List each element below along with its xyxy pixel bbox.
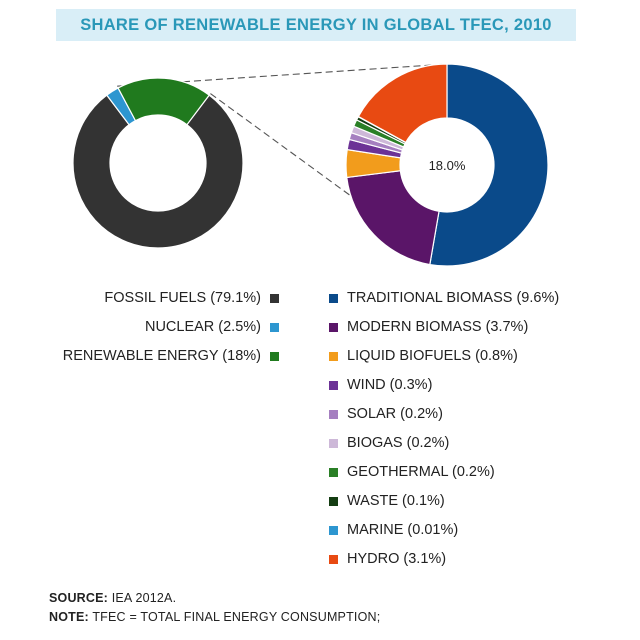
legend-swatch [329, 409, 338, 419]
legend-left: FOSSIL FUELS (79.1%) NUCLEAR (2.5%) RENEWA… [0, 290, 279, 380]
legend-item-waste: WASTE (0.1%) [329, 493, 445, 509]
slice-renewable-energy [117, 77, 211, 126]
legend-item-geothermal: GEOTHERMAL (0.2%) [329, 464, 495, 480]
legend-swatch [329, 525, 338, 535]
legend-swatch [329, 351, 338, 361]
legend-item-hydro: HYDRO (3.1%) [329, 551, 446, 567]
legend-item-traditional-biomass: TRADITIONAL BIOMASS (9.6%) [329, 290, 559, 306]
legend-item-fossil-fuels: FOSSIL FUELS (79.1%) [104, 290, 279, 306]
legend-swatch [270, 322, 279, 332]
legend-item-modern-biomass: MODERN BIOMASS (3.7%) [329, 319, 528, 335]
source-label: SOURCE: [49, 591, 109, 605]
source-note: SOURCE: IEA 2012A. [49, 591, 176, 605]
legend-swatch [329, 322, 338, 332]
legend-label: SOLAR (0.2%) [347, 406, 443, 422]
legend-swatch [329, 496, 338, 506]
legend-swatch [329, 438, 338, 448]
legend-swatch [329, 293, 338, 303]
legend-item-renewable-energy: RENEWABLE ENERGY (18%) [63, 348, 279, 364]
legend-label: MODERN BIOMASS (3.7%) [347, 319, 529, 335]
note-text: TFEC = TOTAL FINAL ENERGY CONSUMPTION; [88, 610, 381, 624]
legend-item-nuclear: NUCLEAR (2.5%) [145, 319, 279, 335]
note: NOTE: TFEC = TOTAL FINAL ENERGY CONSUMPT… [49, 610, 380, 624]
source-text: IEA 2012A. [108, 591, 177, 605]
legend-label: LIQUID BIOFUELS (0.8%) [347, 348, 518, 364]
legend-label: HYDRO (3.1%) [347, 551, 447, 567]
legend-label: BIOGAS (0.2%) [347, 435, 450, 451]
legend-item-marine: MARINE (0.01%) [329, 522, 458, 538]
chart-title-band: SHARE OF RENEWABLE ENERGY IN GLOBAL TFEC… [56, 9, 576, 41]
legend-swatch [329, 467, 338, 477]
note-label: NOTE: [49, 610, 89, 624]
legend-swatch [270, 293, 279, 303]
slice-hydro [357, 63, 448, 144]
legend-label: TRADITIONAL BIOMASS (9.6%) [347, 290, 560, 306]
slice-fossil-fuels [72, 94, 244, 249]
right-donut [345, 63, 549, 267]
legend-item-solar: SOLAR (0.2%) [329, 406, 443, 422]
legend-label: MARINE (0.01%) [347, 522, 459, 538]
center-label: 18.0% [429, 158, 466, 173]
chart-title: SHARE OF RENEWABLE ENERGY IN GLOBAL TFEC… [80, 15, 552, 34]
legend-label: FOSSIL FUELS (79.1%) [104, 290, 261, 306]
legend-right: TRADITIONAL BIOMASS (9.6%) MODERN BIOMASS… [329, 290, 629, 590]
legend-item-wind: WIND (0.3%) [329, 377, 432, 393]
legend-label: NUCLEAR (2.5%) [144, 319, 261, 335]
legend-swatch [329, 554, 338, 564]
left-donut [72, 77, 244, 249]
legend-label: WASTE (0.1%) [347, 493, 445, 509]
legend-label: RENEWABLE ENERGY (18%) [62, 348, 261, 364]
legend-label: GEOTHERMAL (0.2%) [347, 464, 495, 480]
legend-item-liquid-biofuels: LIQUID BIOFUELS (0.8%) [329, 348, 518, 364]
legend-swatch [329, 380, 338, 390]
legend-label: WIND (0.3%) [347, 377, 433, 393]
slice-traditional-biomass [429, 63, 549, 267]
donut-charts: 18.0% [72, 63, 549, 267]
legend-swatch [270, 351, 279, 361]
slice-modern-biomass [346, 170, 440, 266]
legend-item-biogas: BIOGAS (0.2%) [329, 435, 449, 451]
